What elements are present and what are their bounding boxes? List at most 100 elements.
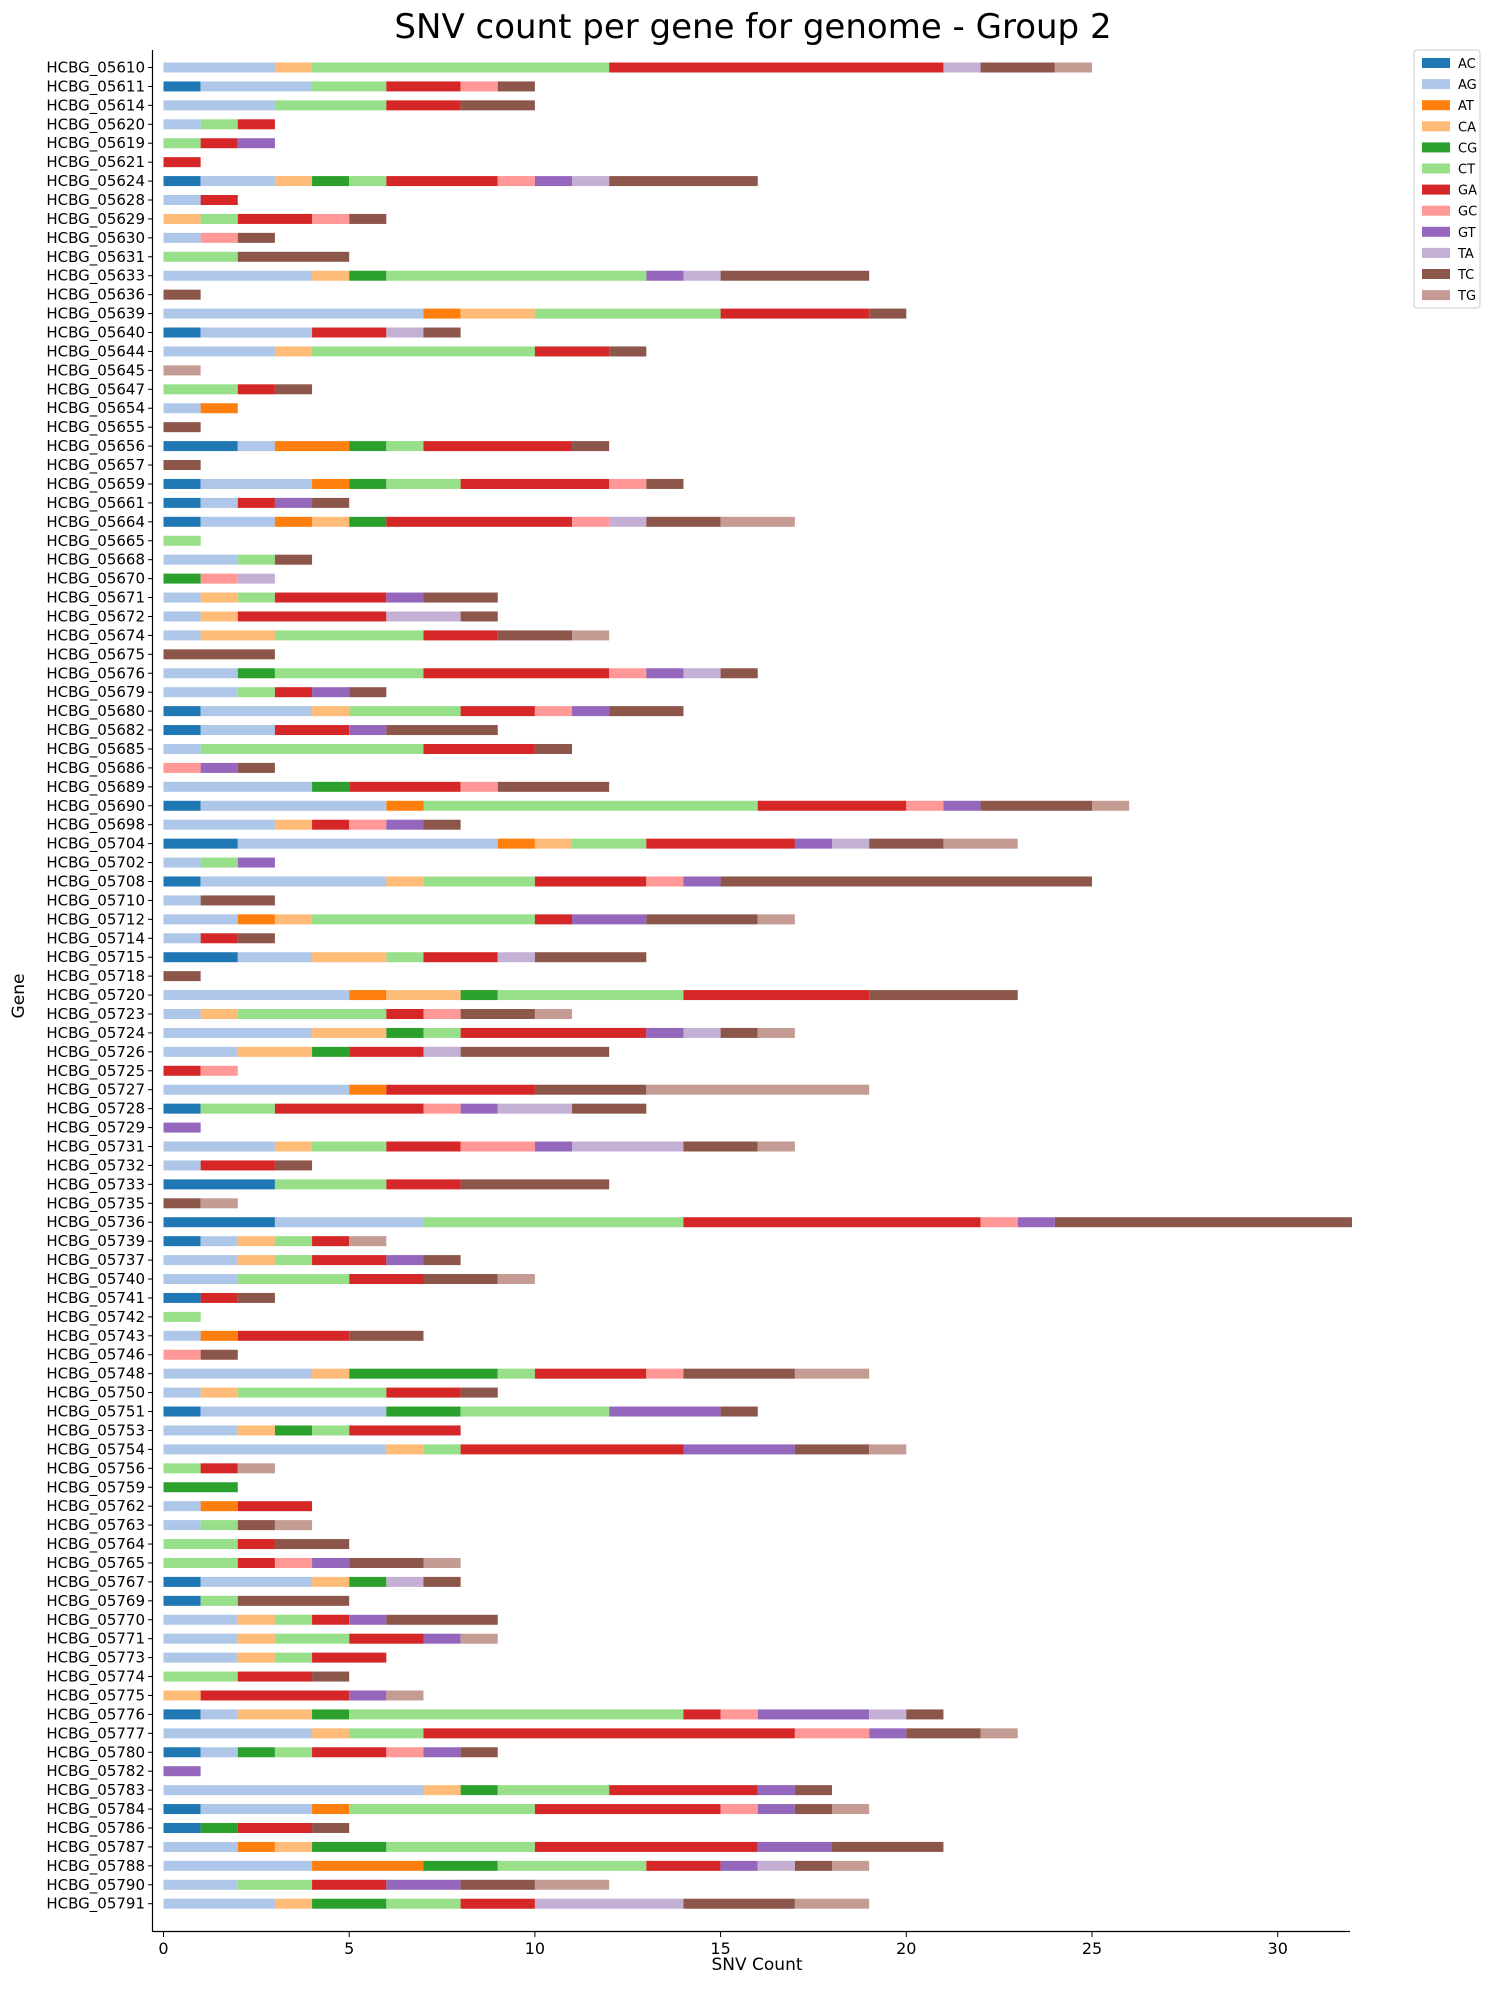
y-tick-label: HCBG_05765 <box>46 1554 145 1573</box>
bar-segment-HCBG_05783-GT <box>757 1785 795 1796</box>
bar-segment-HCBG_05776-GA <box>683 1709 721 1720</box>
bar-segment-HCBG_05690-GA <box>757 800 907 811</box>
bar-segment-HCBG_05690-GT <box>943 800 981 811</box>
bar-segment-HCBG_05640-AG <box>200 327 313 338</box>
bar-segment-HCBG_05656-AT <box>274 441 350 452</box>
bar-segment-HCBG_05748-TC <box>683 1368 795 1379</box>
y-tick-label: HCBG_05786 <box>46 1819 145 1838</box>
bar-segment-HCBG_05784-TG <box>832 1804 870 1815</box>
y-tick-label: HCBG_05788 <box>46 1857 145 1876</box>
legend-label-TG: TG <box>1457 289 1476 304</box>
bar-segment-HCBG_05729-GT <box>163 1122 201 1133</box>
bar-segment-HCBG_05726-CA <box>237 1046 313 1057</box>
y-tick-label: HCBG_05777 <box>46 1724 145 1743</box>
bar-segment-HCBG_05671-GT <box>386 592 424 603</box>
bar-segment-HCBG_05654-AT <box>200 403 238 414</box>
bar-segment-HCBG_05724-TA <box>683 1027 721 1038</box>
bar-segment-HCBG_05630-TC <box>237 232 275 243</box>
bar-segment-HCBG_05788-TC <box>794 1860 833 1871</box>
bar-segment-HCBG_05725-GC <box>200 1065 238 1076</box>
bar-segment-HCBG_05712-GA <box>534 914 573 925</box>
bar-segment-HCBG_05754-TG <box>869 1444 907 1455</box>
y-tick-label: HCBG_05619 <box>46 134 145 153</box>
bar-segment-HCBG_05791-CA <box>274 1898 313 1909</box>
bar-segment-HCBG_05712-AG <box>163 914 238 925</box>
bar-segment-HCBG_05787-CG <box>312 1841 387 1852</box>
bar-segment-HCBG_05767-CG <box>349 1576 387 1587</box>
bar-segment-HCBG_05784-AG <box>200 1804 313 1815</box>
bar-segment-HCBG_05720-AT <box>349 990 387 1001</box>
bar-segment-HCBG_05737-CA <box>237 1255 275 1266</box>
bar-segment-HCBG_05790-GA <box>312 1879 387 1890</box>
y-tick-label: HCBG_05718 <box>46 967 145 986</box>
bar-segment-HCBG_05679-AG <box>163 687 238 698</box>
bar-segment-HCBG_05724-TC <box>720 1027 758 1038</box>
y-tick-label: HCBG_05685 <box>46 740 145 759</box>
bar-segment-HCBG_05777-GC <box>794 1728 870 1739</box>
y-tick-label: HCBG_05770 <box>46 1611 145 1630</box>
bar-segment-HCBG_05720-TC <box>869 990 1018 1001</box>
bar-segment-HCBG_05659-CT <box>386 478 461 489</box>
y-tick-label: HCBG_05784 <box>46 1800 145 1819</box>
bar-segment-HCBG_05764-TC <box>274 1539 350 1550</box>
y-tick-label: HCBG_05686 <box>46 759 145 778</box>
bar-segment-HCBG_05753-AG <box>163 1425 238 1436</box>
bar-segment-HCBG_05671-CT <box>237 592 275 603</box>
bar-segment-HCBG_05748-GC <box>646 1368 684 1379</box>
y-tick-label: HCBG_05714 <box>46 929 145 948</box>
bar-segment-HCBG_05724-CA <box>312 1027 387 1038</box>
bar-segment-HCBG_05647-CT <box>163 384 238 395</box>
bar-segment-HCBG_05773-CA <box>237 1652 275 1663</box>
bar-segment-HCBG_05720-GA <box>683 990 870 1001</box>
bar-segment-HCBG_05740-TC <box>423 1274 498 1285</box>
y-tick-label: HCBG_05774 <box>46 1668 145 1687</box>
bar-segment-HCBG_05784-CT <box>349 1804 535 1815</box>
bar-segment-HCBG_05656-TC <box>572 441 610 452</box>
bar-segment-HCBG_05620-AG <box>163 119 201 130</box>
bar-segment-HCBG_05783-CG <box>460 1785 498 1796</box>
bar-segment-HCBG_05629-CT <box>200 213 238 224</box>
bar-segment-HCBG_05743-TC <box>349 1330 424 1341</box>
bar-segment-HCBG_05770-CA <box>237 1614 275 1625</box>
bar-segment-HCBG_05686-GC <box>163 762 201 773</box>
bar-segment-HCBG_05735-TG <box>200 1198 238 1209</box>
y-tick-label: HCBG_05773 <box>46 1649 145 1668</box>
bar-segment-HCBG_05765-TG <box>423 1557 461 1568</box>
bar-segment-HCBG_05751-AC <box>163 1406 201 1417</box>
bar-segment-HCBG_05739-CA <box>237 1236 275 1247</box>
bar-segment-HCBG_05654-AG <box>163 403 201 414</box>
bar-segment-HCBG_05788-GA <box>646 1860 721 1871</box>
bar-segment-HCBG_05737-TC <box>423 1255 461 1266</box>
bar-segment-HCBG_05704-GA <box>646 838 795 849</box>
bar-segment-HCBG_05715-GA <box>423 952 498 963</box>
bar-segment-HCBG_05784-AC <box>163 1804 201 1815</box>
bar-segment-HCBG_05640-AC <box>163 327 201 338</box>
bar-segment-HCBG_05698-GC <box>349 819 387 830</box>
bar-segment-HCBG_05751-CG <box>386 1406 461 1417</box>
bar-segment-HCBG_05753-CA <box>237 1425 275 1436</box>
bar-segment-HCBG_05633-CT <box>386 270 647 281</box>
bar-segment-HCBG_05777-TG <box>980 1728 1018 1739</box>
bar-segment-HCBG_05708-AG <box>200 876 387 887</box>
bar-segment-HCBG_05629-GA <box>237 213 313 224</box>
bar-segment-HCBG_05763-TC <box>237 1520 275 1531</box>
bar-segment-HCBG_05762-GA <box>237 1501 313 1512</box>
y-tick-label: HCBG_05610 <box>46 59 145 78</box>
y-tick-label: HCBG_05756 <box>46 1459 145 1478</box>
bar-segment-HCBG_05737-GT <box>386 1255 424 1266</box>
y-tick-label: HCBG_05668 <box>46 551 145 570</box>
y-tick-label: HCBG_05633 <box>46 267 145 286</box>
bar-segment-HCBG_05629-TC <box>349 213 387 224</box>
bar-segment-HCBG_05659-CG <box>349 478 387 489</box>
bar-segment-HCBG_05723-GC <box>423 1009 461 1019</box>
bar-segment-HCBG_05736-TC <box>1054 1217 1352 1228</box>
legend-swatch-GA <box>1422 184 1450 195</box>
bar-segment-HCBG_05690-TG <box>1092 800 1130 811</box>
bar-segment-HCBG_05763-CT <box>200 1520 238 1531</box>
bar-segment-HCBG_05786-AC <box>163 1822 201 1833</box>
bar-segment-HCBG_05714-AG <box>163 933 201 944</box>
bar-segment-HCBG_05633-CA <box>312 270 350 281</box>
y-tick-label: HCBG_05631 <box>46 248 145 267</box>
bar-segment-HCBG_05611-AG <box>200 81 313 92</box>
